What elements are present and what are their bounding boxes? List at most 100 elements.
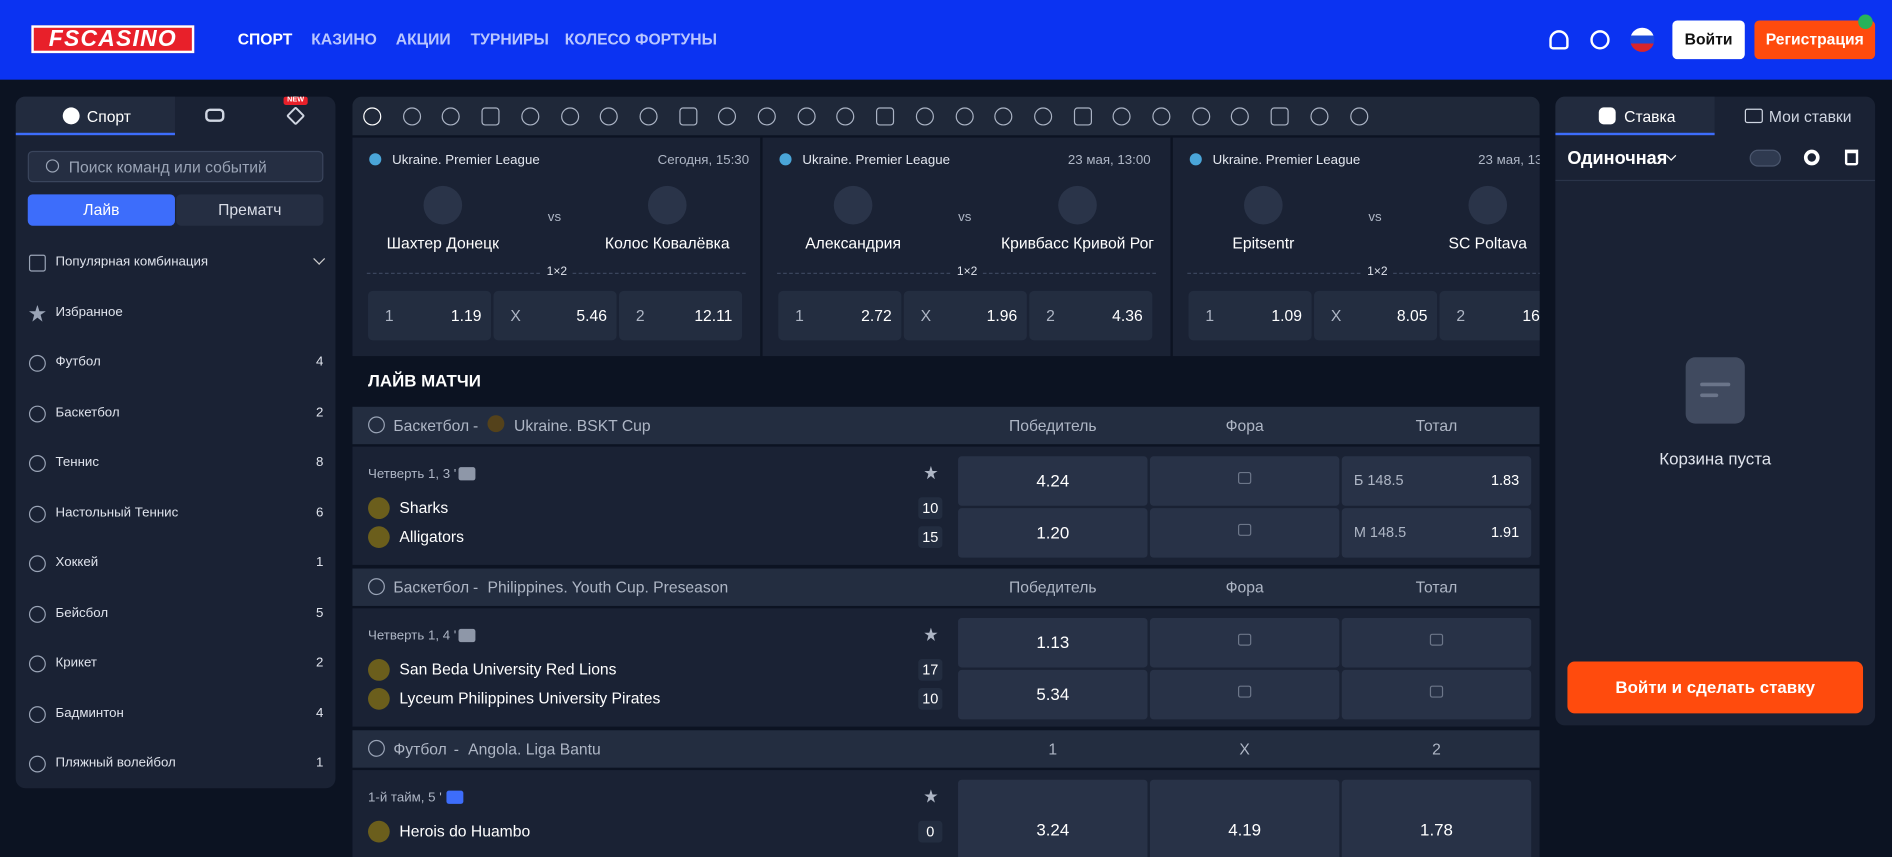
sport-filter-icon[interactable]	[481, 107, 500, 126]
odd-cell[interactable]: 1.78	[1341, 779, 1532, 857]
stream-icon[interactable]	[458, 467, 476, 481]
sport-filter-icon[interactable]	[836, 107, 855, 126]
odd-button[interactable]: X 1.96	[903, 290, 1027, 341]
stream-icon[interactable]	[458, 628, 476, 643]
featured-card[interactable]: Ukraine. Premier League 23 мая, 13:00 Epit…	[1172, 137, 1540, 357]
sport-filter-icon[interactable]	[521, 107, 540, 126]
sport-item[interactable]: Пляжный волейбол	[55, 755, 176, 771]
sport-filter-icon[interactable]	[876, 107, 895, 126]
sport-item[interactable]: Избранное	[55, 304, 123, 320]
sport-filter-icon[interactable]	[1191, 107, 1210, 126]
sport-filter-icon[interactable]	[797, 107, 816, 126]
new-tab-icon[interactable]	[286, 106, 306, 126]
odd-cell	[1149, 618, 1340, 668]
stream-icon[interactable]	[446, 790, 464, 804]
odd-cell[interactable]: 1.20	[958, 508, 1148, 558]
odd-button[interactable]: X 5.46	[493, 290, 617, 341]
bet-button[interactable]: Войти и сделать ставку	[1567, 661, 1864, 714]
odd-cell[interactable]: 1.13	[958, 618, 1148, 668]
odd-button[interactable]: 1 1.09	[1188, 290, 1312, 341]
odd-button[interactable]: 1 2.72	[778, 290, 902, 341]
team-score: 10	[918, 497, 943, 520]
sport-item[interactable]: Бадминтон	[55, 705, 124, 720]
search-input[interactable]	[27, 150, 324, 183]
sport-filter-icon[interactable]	[678, 107, 697, 126]
language-flag[interactable]	[1630, 27, 1655, 52]
theme-icon[interactable]	[1590, 30, 1610, 50]
sport-filter-icon[interactable]	[442, 107, 461, 126]
odd-cell[interactable]: М 148.5 1.91	[1341, 508, 1532, 558]
odd-button[interactable]: 216.5	[1439, 290, 1540, 341]
bet-mode[interactable]: Одиночная	[1567, 148, 1668, 169]
group-sport-icon	[368, 578, 385, 596]
group-sep: -	[472, 578, 479, 597]
nav-link[interactable]: ТУРНИРЫ	[470, 30, 549, 49]
sport-filter-icon[interactable]	[599, 107, 619, 126]
featured-card[interactable]: Ukraine. Premier League 23 мая, 13:00 Алек…	[762, 137, 1171, 357]
odd-button[interactable]: 1 1.19	[368, 290, 492, 341]
sport-filter-icon[interactable]	[1310, 107, 1329, 126]
sport-item[interactable]: Хоккей	[55, 555, 99, 570]
nav-link[interactable]: АКЦИИ	[395, 30, 451, 49]
empty-icon-line	[1700, 393, 1719, 398]
odd-cell[interactable]: 4.19	[1149, 779, 1340, 857]
logo[interactable]: FSCASINO	[31, 25, 195, 54]
sport-filter-icon[interactable]	[1152, 107, 1171, 126]
odd-cell[interactable]: Б 148.5 1.83	[1341, 456, 1532, 506]
sport-filter-icon[interactable]	[718, 107, 737, 126]
odd-button[interactable]: 2 12.11	[619, 290, 743, 341]
nav-link[interactable]: КАЗИНО	[311, 30, 377, 49]
sport-filter-icon[interactable]	[639, 107, 658, 126]
sport-filter-icon[interactable]	[1112, 107, 1131, 126]
odd-label: 2	[635, 306, 645, 325]
sport-item[interactable]: Баскетбол	[55, 404, 120, 420]
odd-value: 12.11	[694, 306, 733, 325]
sidebar-tab[interactable]: Спорт	[86, 107, 131, 126]
sport-filter-icon[interactable]	[1231, 107, 1250, 126]
sport-filter-icon[interactable]	[955, 107, 974, 126]
team-logo	[368, 525, 390, 548]
sport-item[interactable]: Теннис	[55, 455, 99, 470]
sport-item[interactable]: Популярная комбинация	[55, 254, 209, 270]
odd-cell[interactable]: 3.24	[958, 779, 1148, 857]
odd-value: 1.13	[1036, 632, 1070, 652]
sport-filter-icon[interactable]	[757, 107, 776, 126]
nav-link[interactable]: СПОРТ	[237, 30, 293, 49]
odd-button[interactable]: X 8.05	[1314, 290, 1438, 341]
betslip-tab[interactable]: Ставка	[1624, 107, 1676, 126]
sport-filter-icon[interactable]	[402, 107, 421, 126]
odd-cell[interactable]: 4.24	[958, 456, 1148, 506]
odd-cell[interactable]: 5.34	[958, 669, 1148, 720]
sport-filter-icon[interactable]	[915, 107, 934, 126]
betslip-tab[interactable]: Мои ставки	[1768, 107, 1852, 126]
prematch-toggle[interactable]: Прематч	[176, 194, 324, 226]
mode-chevron	[1666, 150, 1677, 161]
quick-bet-switch[interactable]	[1749, 149, 1781, 167]
team-score: 15	[918, 525, 943, 548]
register-button[interactable]: Регистрация	[1754, 20, 1876, 60]
sport-filter-icon[interactable]	[994, 107, 1013, 126]
featured-card[interactable]: Ukraine. Premier League Сегодня, 15:30 Шах…	[352, 137, 761, 357]
sport-item[interactable]: Бейсбол	[55, 605, 109, 620]
odd-label: X	[510, 306, 521, 325]
sport-item[interactable]: Футбол	[55, 354, 101, 370]
nav-link[interactable]: КОЛЕСО ФОРТУНЫ	[564, 30, 717, 49]
casino-tab[interactable]	[205, 108, 225, 122]
sport-filter-icon[interactable]	[1349, 107, 1368, 126]
support-icon[interactable]	[1549, 30, 1569, 50]
sport-filter-icon[interactable]	[363, 107, 382, 126]
sport-filter-icon[interactable]	[560, 107, 579, 126]
odd-button[interactable]: 2 4.36	[1029, 290, 1153, 341]
sport-filter-icon[interactable]	[1270, 107, 1289, 126]
sport-filter-icon[interactable]	[1033, 107, 1053, 126]
away-team: Колос Ковалёвка	[604, 234, 730, 253]
sport-filter-icon[interactable]	[1073, 107, 1092, 126]
odd-label: 1	[1205, 306, 1215, 325]
live-toggle[interactable]: Лайв	[27, 194, 175, 226]
sport-item[interactable]: Настольный Теннис	[55, 505, 179, 520]
login-button[interactable]: Войти	[1672, 20, 1745, 60]
trash-icon[interactable]	[1844, 149, 1859, 166]
odd-cell	[1149, 669, 1340, 720]
settings-icon[interactable]	[1803, 149, 1820, 166]
sport-item[interactable]: Крикет	[55, 655, 98, 670]
